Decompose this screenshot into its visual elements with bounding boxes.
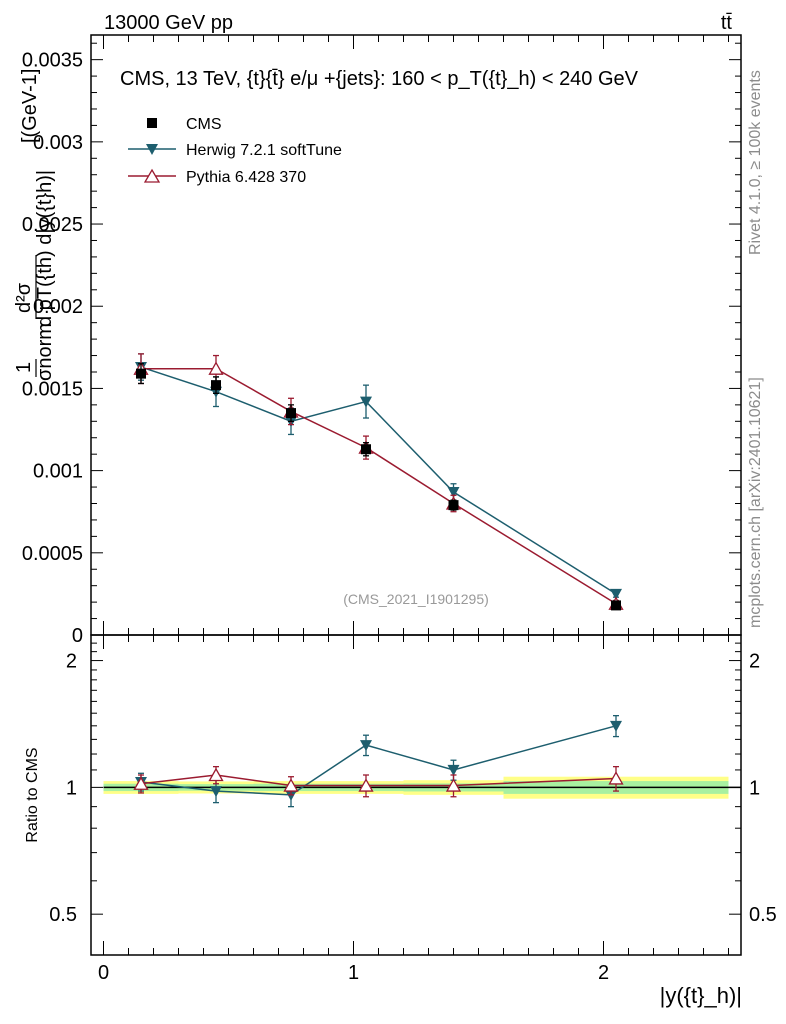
main-y-tick-label-4: 0.002 (33, 296, 83, 318)
ratio-series-1 (133, 765, 624, 798)
main-line-series-1 (140, 366, 617, 595)
main-y-axis: 0 0.0005 0.001 0.0015 0.002 0.0025 0.003 0.0035 (22, 42, 741, 647)
ratio-line-series-1 (140, 774, 617, 787)
process-label: tt̄ (721, 12, 733, 34)
ratio-point-s1-p1 (208, 767, 224, 782)
x-tick-label-2: 2 (598, 962, 609, 984)
ratio-y-label: Ratio to CMS (24, 747, 41, 842)
ratio-point-s0-p4 (447, 764, 460, 776)
y-label-units: [(GeV-1] (19, 69, 41, 143)
ratio-y-tick-label-right-2: 2 (749, 651, 760, 673)
main-point-s0-p5 (611, 600, 621, 611)
legend-marker-cms (147, 118, 157, 128)
ratio-point-s0-p5 (610, 720, 622, 732)
mcplots-label: mcplots.cern.ch [arXiv:2401.10621] (747, 377, 764, 628)
ratio-point-s1-p4 (445, 778, 462, 792)
main-point-s1-p4 (447, 486, 460, 498)
ratio-uncertainty-band (103, 776, 741, 799)
main-y-tick-label-2: 0.001 (33, 461, 83, 483)
x-tick-label-1: 1 (348, 962, 359, 984)
main-title: CMS, 13 TeV, {t}{t̄} e/μ +{jets}: 160 < … (120, 68, 639, 90)
main-point-s0-p0 (136, 368, 146, 379)
ratio-point-s1-p2 (283, 778, 299, 792)
ratio-y-tick-label-left-2: 2 (66, 651, 77, 673)
legend-label-herwig: Herwig 7.2.1 softTune (186, 142, 342, 159)
main-y-tick-label-5: 0.0025 (22, 214, 83, 236)
main-y-tick-label-0: 0 (72, 625, 83, 647)
ratio-y-axis: 0.5 0.5 1 1 2 2 (49, 642, 777, 926)
main-series-layer (133, 353, 624, 611)
legend-label-cms: CMS (186, 116, 222, 133)
main-point-s1-p3 (360, 396, 372, 408)
y-label-one: 1 (13, 362, 35, 373)
legend-marker-herwig (146, 144, 158, 155)
main-point-s0-p3 (361, 444, 371, 455)
ratio-series-layer (133, 715, 624, 808)
main-y-tick-label-1: 0.0005 (22, 543, 83, 565)
main-point-s0-p2 (286, 408, 296, 419)
main-point-s1-p5 (610, 588, 622, 600)
main-series-2 (133, 353, 624, 610)
ratio-point-s0-p1 (210, 786, 222, 798)
legend-entry-pythia: Pythia 6.428 370 (128, 168, 306, 186)
ratio-line-series-0 (140, 725, 617, 796)
legend: CMS Herwig 7.2.1 softTune Pythia 6.428 3… (128, 116, 342, 186)
ratio-point-s1-p3 (358, 778, 374, 792)
legend-label-pythia: Pythia 6.428 370 (186, 169, 306, 186)
main-point-s2-p1 (208, 361, 224, 375)
ratio-y-tick-label-left-0: 0.5 (49, 904, 77, 926)
main-y-tick-label-7: 0.0035 (22, 50, 83, 72)
ratio-panel-frame (90, 634, 742, 956)
main-point-s0-p4 (448, 500, 459, 511)
ratio-point-s1-p5 (608, 771, 624, 785)
ratio-y-tick-label-left-1: 1 (66, 777, 77, 799)
main-y-tick-label-3: 0.0015 (22, 378, 83, 400)
x-axis-label: |y({t}_h)| (660, 983, 742, 1008)
main-series-0 (136, 363, 621, 611)
analysis-label: (CMS_2021_I1901295) (343, 591, 489, 607)
main-line-series-2 (141, 367, 617, 605)
y-label-d2sigma: d²σ (13, 282, 35, 313)
x-tick-label-0: 0 (98, 962, 109, 984)
legend-entry-herwig: Herwig 7.2.1 softTune (128, 142, 342, 159)
y-label-sigma-norm: σnorm (34, 323, 56, 381)
y-label-denominator: d pT({th) d|y({t}h)| (34, 170, 56, 327)
ratio-y-tick-label-right-0: 0.5 (749, 904, 777, 926)
rivet-version-label: Rivet 4.1.0, ≥ 100k events (747, 70, 764, 255)
ratio-point-s1-p0 (133, 776, 149, 790)
legend-marker-pythia (143, 168, 161, 183)
main-y-tick-label-6: 0.003 (33, 132, 83, 154)
energy-label: 13000 GeV pp (104, 12, 233, 34)
ratio-x-axis: 0 1 2 (98, 635, 729, 984)
main-point-s0-p1 (211, 380, 221, 391)
ratio-y-tick-label-right-1: 1 (749, 777, 760, 799)
legend-entry-cms: CMS (147, 116, 222, 133)
ratio-point-s0-p3 (360, 740, 372, 752)
main-y-label: 1 σnorm d²σ d pT({th) d|y({t}h)| [(GeV-1… (13, 69, 56, 381)
main-x-ticks (103, 35, 729, 635)
